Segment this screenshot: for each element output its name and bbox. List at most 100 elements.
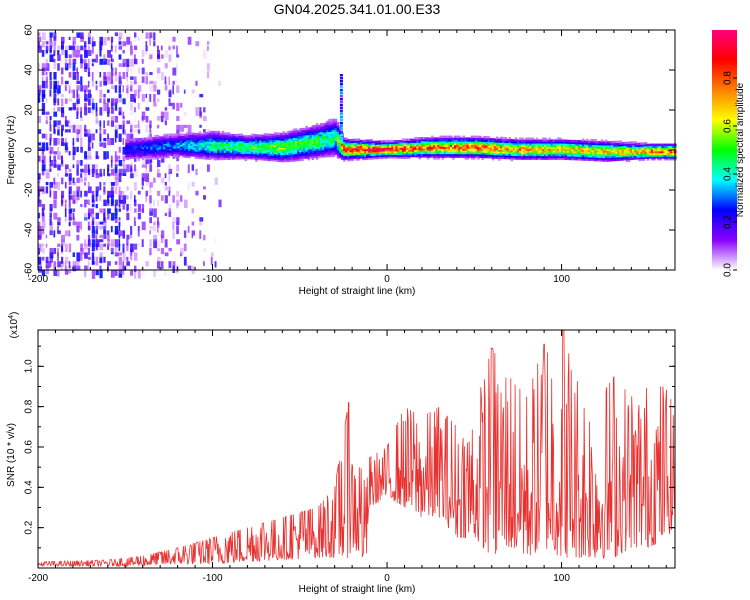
spectrogram-ridge-cell <box>470 150 474 153</box>
spectrogram-ridge-cell <box>278 138 281 141</box>
spectrogram-ridge-cell <box>284 138 287 141</box>
spectrogram-noise-cell <box>53 94 57 103</box>
spectrogram-ridge-cell <box>632 157 635 160</box>
spectrogram-noise-cell <box>53 58 56 63</box>
spectrogram-noise-cell <box>199 230 202 239</box>
spectrogram-ridge-cell <box>173 133 176 136</box>
spectrogram-ridge-cell <box>648 145 652 148</box>
spectrogram-noise-cell <box>99 50 102 57</box>
spectrogram-noise-cell <box>114 261 118 265</box>
spectrogram-ridge-cell <box>303 136 306 140</box>
spectrogram-ridge-cell <box>183 135 187 138</box>
spectrogram-ridge-cell <box>324 129 327 133</box>
spectrogram-ridge-cell <box>437 139 440 142</box>
spectrogram-ridge-cell <box>426 137 430 140</box>
spectrogram-ridge-cell <box>609 155 612 158</box>
spectrogram-ridge-cell <box>512 157 516 160</box>
spectrogram-ridge-cell <box>661 152 664 155</box>
spectrogram-ridge-cell <box>230 143 233 146</box>
spectrogram-ridge-cell <box>525 146 528 149</box>
spectrogram-ridge-cell <box>280 156 283 159</box>
spectrogram-ridge-cell <box>336 122 340 125</box>
spectrogram-noise-cell <box>68 151 71 156</box>
spectrogram-noise-cell <box>41 133 46 139</box>
spectrogram-ridge-cell <box>263 154 267 158</box>
spectrogram-ridge-cell <box>190 145 193 148</box>
spectrogram-ridge-cell <box>200 151 204 154</box>
spectrogram-ridge-cell <box>338 143 342 146</box>
spectrogram-ridge-cell <box>640 158 643 161</box>
spectrogram-ridge-cell <box>399 150 403 154</box>
spectrogram-ridge-cell <box>183 153 187 156</box>
spectrogram-noise-cell <box>87 80 90 88</box>
spectrogram-ridge-cell <box>529 152 532 155</box>
spectrogram-ridge-cell <box>244 156 248 160</box>
spectrogram-ridge-cell <box>439 141 442 144</box>
spectrogram-ridge-cell <box>148 135 151 138</box>
spectrogram-ridge-cell <box>594 142 597 146</box>
spectrogram-noise-cell <box>114 76 118 82</box>
spectrogram-ridge-cell <box>623 141 627 145</box>
spectrogram-noise-cell <box>122 111 125 119</box>
spectrogram-ridge-cell <box>307 141 311 145</box>
spectrogram-ridge-cell <box>301 138 304 142</box>
spectrogram-ridge-cell <box>330 140 334 143</box>
spectrogram-ridge-cell <box>387 145 390 148</box>
spectrogram-ridge-cell <box>663 156 667 159</box>
spectrogram-ridge-cell <box>387 141 390 144</box>
spectrogram-ridge-cell <box>435 144 438 147</box>
spectrogram-ridge-cell <box>217 132 220 135</box>
spectrogram-ridge-cell <box>397 150 401 154</box>
spectrogram-noise-cell <box>80 177 83 183</box>
spectrogram-noise-cell <box>68 107 73 111</box>
spectrogram-ridge-cell <box>351 147 354 151</box>
spectrogram-ridge-cell <box>395 145 398 148</box>
spectrogram-ridge-cell <box>303 142 306 145</box>
spectrogram-ridge-cell <box>244 142 248 145</box>
spectrogram-ridge-cell <box>294 144 298 147</box>
spectrogram-ridge-cell <box>489 148 493 152</box>
spectrogram-ridge-cell <box>158 136 162 139</box>
spectrogram-noise-cell <box>49 168 52 172</box>
spectrogram-ridge-cell <box>502 149 505 152</box>
spectrogram-ridge-cell <box>311 137 315 141</box>
spectrogram-ridge-cell <box>433 150 436 153</box>
spectrogram-ridge-cell <box>204 148 208 151</box>
spectrogram-ridge-cell <box>659 145 662 148</box>
spectrogram-ridge-cell <box>269 140 273 144</box>
spectrogram-noise-cell <box>141 160 146 165</box>
spectrogram-ridge-cell <box>246 144 250 147</box>
spectrogram-ridge-cell <box>309 139 313 143</box>
spectrogram-ridge-cell <box>563 146 566 150</box>
spectrogram-ridge-cell <box>370 141 373 144</box>
spectrogram-noise-cell <box>84 41 87 48</box>
spectrogram-ridge-cell <box>550 146 553 149</box>
spectrogram-ridge-cell <box>554 141 558 144</box>
spectrogram-noise-cell <box>110 54 113 62</box>
spectrogram-ridge-cell <box>259 136 262 139</box>
spectrogram-ridge-cell <box>355 140 359 143</box>
spectrogram-ridge-cell <box>282 140 285 143</box>
spectrogram-ridge-cell <box>437 144 440 147</box>
spectrogram-ridge-cell <box>292 128 296 131</box>
spectrogram-ridge-cell <box>506 144 509 147</box>
spectrogram-ridge-cell <box>487 136 491 139</box>
spectrogram-ridge-cell <box>288 137 292 141</box>
spectrogram-ridge-cell <box>542 153 545 157</box>
spectrogram-ridge-cell <box>250 153 254 156</box>
spectrogram-ridge-cell <box>485 154 489 157</box>
spectrogram-ridge-cell <box>596 148 600 151</box>
spectrogram-ridge-cell <box>133 147 137 150</box>
spectrogram-noise-cell <box>160 248 165 254</box>
spectrogram-ridge-cell <box>196 143 200 147</box>
spectrogram-ridge-cell <box>183 146 187 149</box>
spectrogram-ridge-cell <box>632 146 635 149</box>
spectrogram-ridge-cell <box>288 152 292 155</box>
spectrogram-noise-cell <box>99 221 104 225</box>
spectrogram-ridge-cell <box>619 153 623 156</box>
spectrogram-ridge-cell <box>370 151 373 155</box>
spectrogram-noise-cell <box>95 85 98 91</box>
spectrogram-ridge-cell <box>470 137 474 140</box>
spectrogram-noise-cell <box>134 168 138 177</box>
spectrogram-noise-cell <box>53 177 56 185</box>
